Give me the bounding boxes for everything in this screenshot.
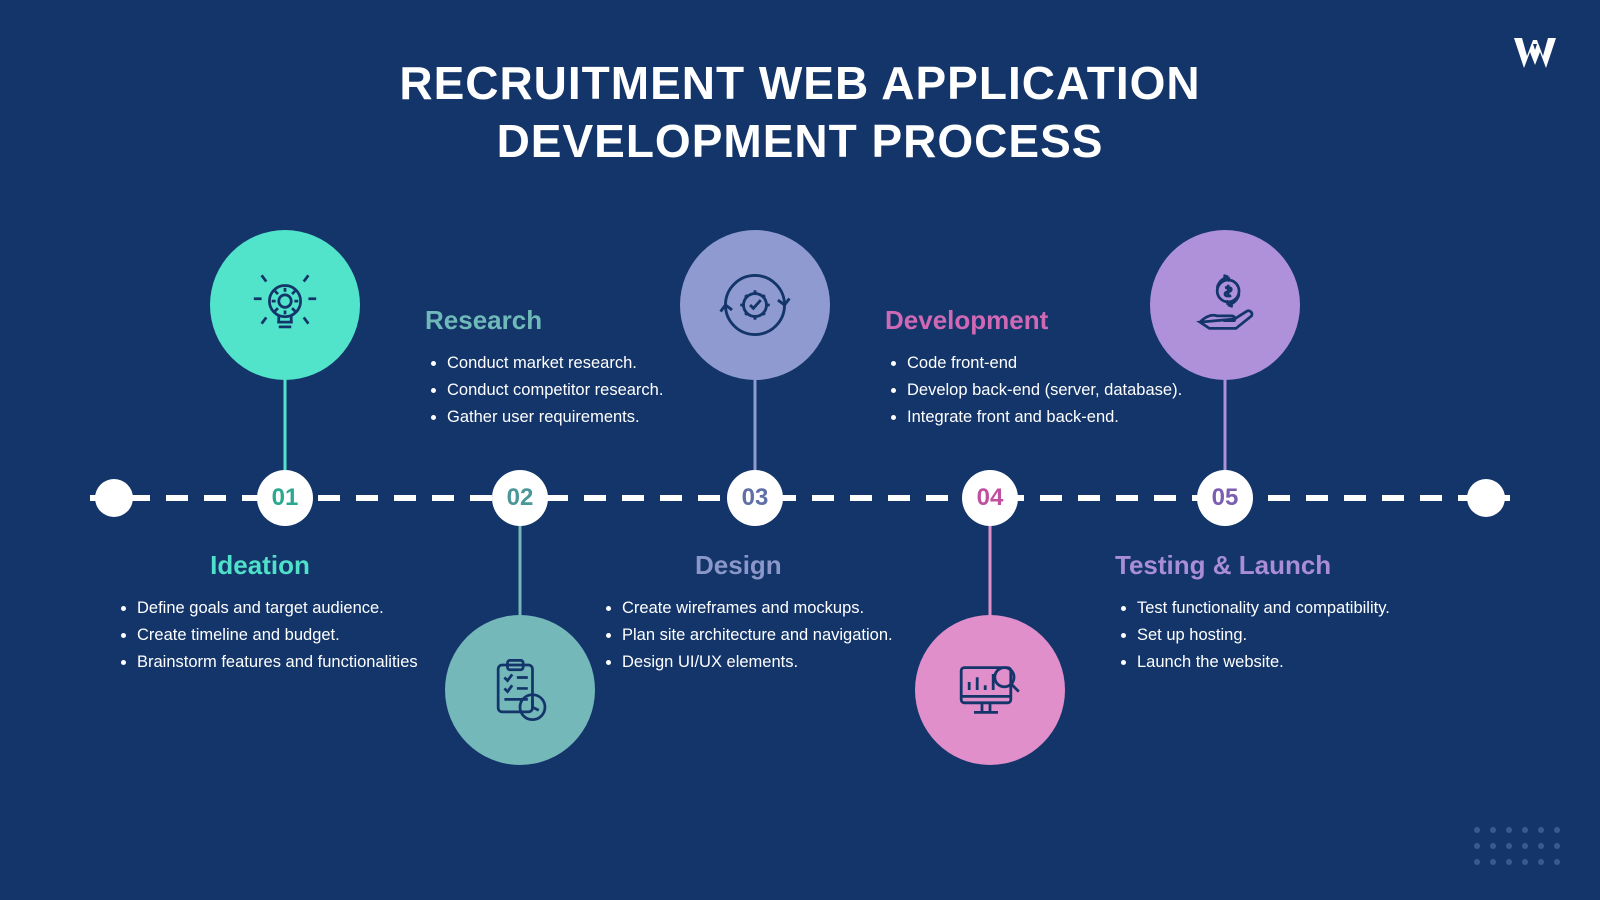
step-number-badge: 03: [727, 470, 783, 526]
step-number-badge: 01: [257, 470, 313, 526]
decorative-dot-grid: [1474, 827, 1560, 865]
hand-coin-icon: [1150, 230, 1300, 380]
step-number-badge: 02: [492, 470, 548, 526]
step-number-badge: 04: [962, 470, 1018, 526]
process-step-05: 05 Testing & LaunchTest functionality an…: [1100, 0, 1350, 900]
timeline-start-dot: [95, 479, 133, 517]
brand-logo-icon: [1510, 30, 1560, 80]
process-step-03: 03 DesignCreate wireframes and mockups.P…: [630, 0, 880, 900]
monitor-chart-icon: [915, 615, 1065, 765]
gear-cycle-icon: [680, 230, 830, 380]
process-step-01: 01 IdeationDefine goals and target audie…: [160, 0, 410, 900]
step-bullet: Set up hosting.: [1137, 622, 1455, 649]
step-title: Testing & Launch: [1115, 550, 1455, 581]
lightbulb-gear-icon: [210, 230, 360, 380]
process-step-02: 02 ResearchConduct market research.Condu…: [395, 0, 645, 900]
step-bullet-list: Test functionality and compatibility.Set…: [1115, 595, 1455, 677]
step-content: Testing & Launch Test functionality and c…: [1115, 550, 1455, 677]
clipboard-clock-icon: [445, 615, 595, 765]
step-bullet: Launch the website.: [1137, 649, 1455, 676]
timeline-end-dot: [1467, 479, 1505, 517]
step-bullet: Test functionality and compatibility.: [1137, 595, 1455, 622]
step-number-badge: 05: [1197, 470, 1253, 526]
process-step-04: 04 DevelopmentCode front-endDevelop back…: [865, 0, 1115, 900]
